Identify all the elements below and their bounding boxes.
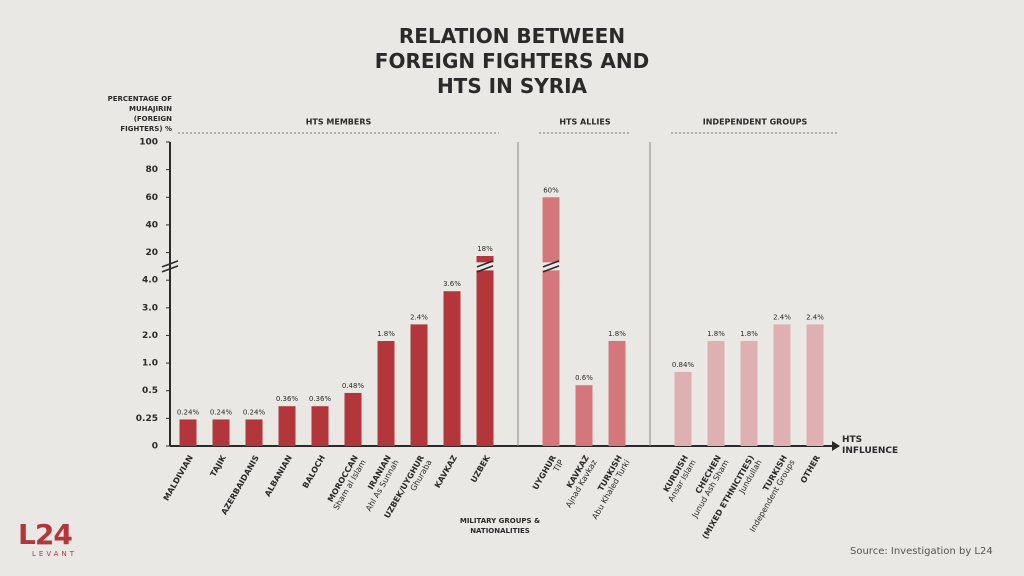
category-name: OTHER	[799, 454, 822, 485]
y-tick-label: 40	[145, 220, 158, 230]
value-label: 1.8%	[740, 330, 758, 338]
bar	[443, 291, 461, 446]
bar	[542, 197, 560, 446]
y-tick-label: 0	[152, 442, 158, 452]
category-label: KAVKAZ	[433, 454, 459, 490]
y-tick-label: 20	[145, 248, 158, 258]
bar	[575, 385, 593, 446]
value-label: 18%	[477, 245, 493, 253]
y-tick-label: 3.0	[142, 303, 158, 313]
y-tick-label: 60	[145, 193, 158, 203]
value-label: 0.24%	[177, 408, 200, 416]
bar	[245, 419, 263, 446]
y-tick-label: 2.0	[142, 331, 158, 341]
y-tick-label: 0.5	[142, 386, 158, 396]
category-name: ALBANIAN	[263, 454, 294, 498]
category-label: AZERBAIDANIS	[220, 454, 261, 517]
value-label: 1.8%	[377, 330, 395, 338]
bar-break-gap	[475, 262, 495, 271]
bar	[212, 419, 230, 446]
value-label: 0.36%	[276, 395, 299, 403]
value-label: 1.8%	[707, 330, 725, 338]
value-label: 0.36%	[309, 395, 332, 403]
logo-mark: L24	[18, 518, 73, 551]
axis-break	[161, 260, 179, 268]
axis-break	[476, 260, 494, 268]
bar	[740, 340, 758, 446]
bar-break-gap	[541, 262, 561, 271]
logo: L24 LEVANT	[18, 518, 77, 559]
category-name: AZERBAIDANIS	[220, 454, 261, 517]
category-label: BALOCH	[301, 454, 327, 490]
value-label: 1.8%	[608, 330, 626, 338]
category-name: MALDIVIAN	[162, 454, 195, 503]
x-arrow	[832, 441, 840, 451]
value-label: 0.6%	[575, 374, 593, 382]
axis-break	[476, 265, 494, 273]
chart-title: RELATION BETWEEN FOREIGN FIGHTERS AND HT…	[374, 24, 650, 98]
category-label: MALDIVIAN	[162, 454, 195, 503]
y-tick-label: 4.0	[142, 276, 158, 286]
bar	[344, 392, 362, 446]
bar	[278, 406, 296, 446]
axis-break	[161, 265, 179, 273]
value-label: 2.4%	[410, 313, 428, 321]
y-tick-label: 100	[139, 138, 158, 148]
group-label: INDEPENDENT GROUPS	[703, 118, 808, 127]
group-label: HTS MEMBERS	[306, 118, 372, 127]
y-tick-label: 1.0	[142, 359, 158, 369]
category-label: UZBEK	[469, 453, 492, 484]
value-label: 3.6%	[443, 280, 461, 288]
value-label: 0.24%	[243, 408, 266, 416]
bar	[674, 371, 692, 446]
axis-break	[542, 260, 560, 268]
y-axis-label: PERCENTAGE OF MUHAJIRIN (FOREIGN FIGHTER…	[107, 95, 172, 133]
y-tick-label: 80	[145, 165, 158, 175]
category-name: TAJIK	[209, 453, 229, 478]
bar	[773, 324, 791, 446]
source: Source: Investigation by L24	[850, 546, 993, 557]
value-label: 0.24%	[210, 408, 233, 416]
category-name: BALOCH	[301, 454, 327, 490]
category-label: OTHER	[799, 454, 822, 485]
value-label: 2.4%	[773, 313, 791, 321]
group-label: HTS ALLIES	[559, 118, 611, 127]
category-label: ALBANIAN	[263, 454, 294, 498]
bar	[476, 256, 494, 446]
axis-break	[542, 265, 560, 273]
category-name: UZBEK	[469, 453, 492, 484]
bar	[410, 324, 428, 446]
bar	[179, 419, 197, 446]
value-label: 2.4%	[806, 313, 824, 321]
value-label: 0.84%	[672, 361, 695, 369]
logo-text: LEVANT	[32, 550, 77, 558]
bar	[608, 340, 626, 446]
value-label: 0.48%	[342, 382, 365, 390]
bar	[806, 324, 824, 446]
x-axis-label: MILITARY GROUPS & NATIONALITIES	[459, 517, 541, 535]
category-label: TAJIK	[209, 453, 229, 478]
bar	[707, 340, 725, 446]
arrow-label: HTS INFLUENCE	[842, 435, 899, 456]
bar	[377, 340, 395, 446]
value-label: 60%	[543, 186, 559, 194]
y-tick-label: 0.25	[136, 414, 158, 424]
category-name: KAVKAZ	[433, 454, 459, 490]
category-name: UYGHUR	[531, 454, 558, 492]
bar	[311, 406, 329, 446]
